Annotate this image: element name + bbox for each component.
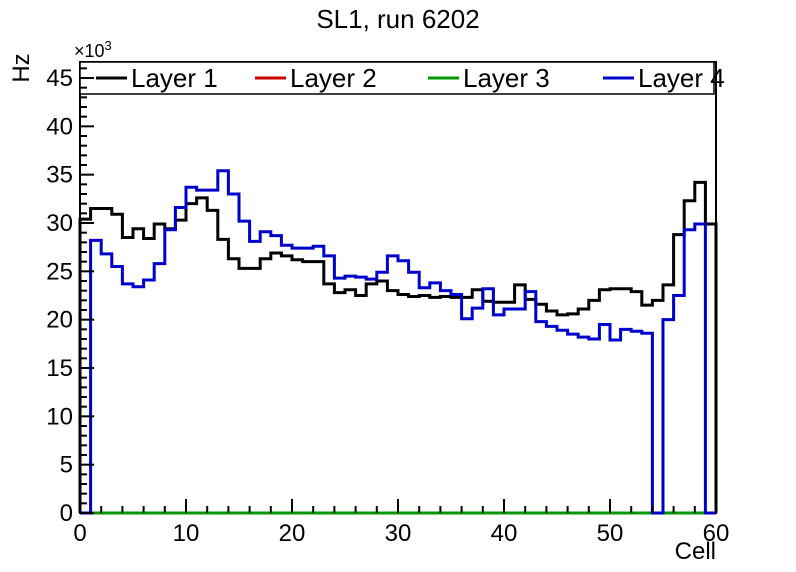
x-tick-label: 50 bbox=[597, 520, 624, 547]
x-tick-label: 40 bbox=[491, 520, 518, 547]
y-tick-label: 10 bbox=[46, 403, 73, 430]
y-axis-exponent-power: 3 bbox=[104, 38, 112, 53]
y-tick-label: 5 bbox=[60, 452, 73, 479]
y-tick-label: 45 bbox=[46, 65, 73, 92]
legend-label-1: Layer 1 bbox=[131, 63, 218, 93]
x-tick-label: 20 bbox=[279, 520, 306, 547]
x-tick-label: 10 bbox=[173, 520, 200, 547]
x-tick-label: 30 bbox=[385, 520, 412, 547]
y-axis-exponent: ×103 bbox=[74, 38, 112, 62]
legend-label-3: Layer 3 bbox=[463, 63, 550, 93]
series-layer-1 bbox=[78, 180, 718, 513]
y-tick-label: 20 bbox=[46, 307, 73, 334]
y-tick-label: 40 bbox=[46, 113, 73, 140]
legend-label-4: Layer 4 bbox=[638, 63, 725, 93]
x-tick-label: 0 bbox=[73, 520, 86, 547]
y-tick-label: 0 bbox=[60, 500, 73, 527]
series-layer-4 bbox=[80, 169, 716, 515]
y-tick-label: 25 bbox=[46, 258, 73, 285]
y-tick-label: 30 bbox=[46, 210, 73, 237]
y-tick-label: 35 bbox=[46, 162, 73, 189]
plot-title: SL1, run 6202 bbox=[316, 4, 480, 34]
y-axis-exponent-base: ×10 bbox=[74, 41, 105, 61]
legend-label-2: Layer 2 bbox=[290, 63, 377, 93]
x-tick-label: 60 bbox=[703, 520, 730, 547]
y-tick-label: 15 bbox=[46, 355, 73, 382]
x-axis-title: Cell bbox=[674, 538, 716, 565]
